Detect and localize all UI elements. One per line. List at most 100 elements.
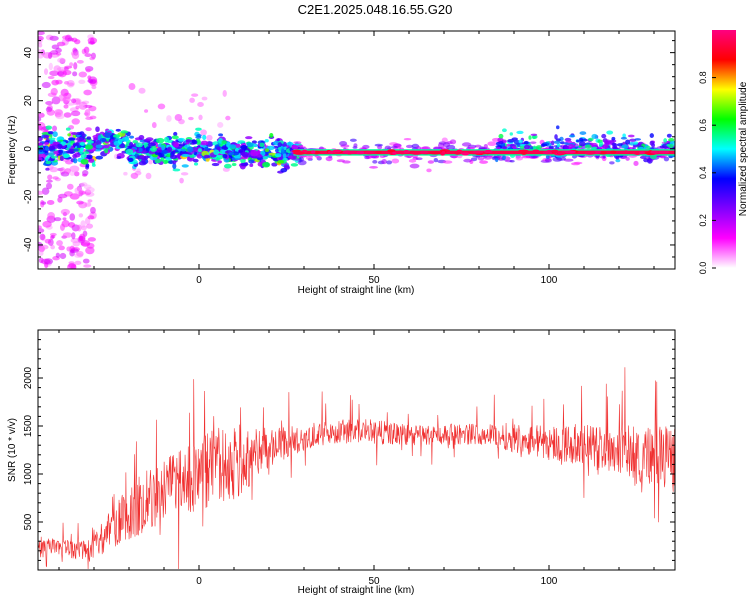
heatmap-noise-cell: [85, 246, 95, 255]
heatmap-noise-cell: [69, 172, 75, 176]
heatmap-noise-cell: [78, 71, 88, 78]
heatmap-cell: [233, 155, 242, 159]
heatmap-cell: [195, 127, 202, 131]
heatmap-ridge-spot: [328, 150, 334, 154]
heatmap-cell: [59, 155, 64, 162]
x-tick-label: 50: [368, 275, 380, 286]
heatmap-cell: [43, 134, 50, 139]
heatmap-ridge-spot: [441, 150, 446, 155]
y-tick-label: 500: [23, 513, 34, 530]
heatmap-cell: [269, 132, 274, 138]
heatmap-cell: [45, 160, 52, 165]
heatmap-cell: [150, 147, 157, 152]
heatmap-noise-cell: [38, 228, 45, 233]
heatmap-noise-cell: [225, 115, 231, 121]
heatmap-cell: [620, 136, 628, 140]
heatmap-cell: [611, 136, 616, 141]
heatmap-noise-cell: [46, 199, 55, 206]
heatmap-cell: [71, 132, 78, 135]
colorbar-tick-label: 0.2: [698, 214, 708, 227]
heatmap-halo-cell: [426, 168, 432, 173]
heatmap-ridge-spot: [355, 151, 365, 155]
heatmap-ridge-spot: [429, 151, 442, 155]
heatmap-cell: [173, 131, 178, 137]
heatmap-cell: [601, 133, 607, 139]
heatmap-cell: [649, 140, 655, 146]
heatmap-cell: [523, 140, 529, 145]
heatmap-halo-cell: [609, 161, 615, 165]
heatmap-ridge-spot: [600, 151, 607, 155]
heatmap-cell: [603, 139, 612, 145]
heatmap-cell: [555, 125, 560, 130]
heatmap-noise-cell: [134, 170, 142, 176]
snr-series-line: [38, 367, 675, 570]
heatmap-halo-cell: [663, 156, 670, 162]
y-tick-label: 1000: [23, 462, 34, 485]
heatmap-noise-cell: [206, 134, 213, 141]
heatmap-ridge-spot: [610, 150, 617, 154]
heatmap-cell: [86, 154, 93, 160]
heatmap-noise-cell: [85, 186, 95, 194]
heatmap-noise-cell: [83, 89, 92, 96]
heatmap-noise-cell: [82, 258, 90, 264]
heatmap-cell: [145, 137, 154, 142]
heatmap-halo-cell: [487, 141, 497, 147]
heatmap-cell: [58, 149, 63, 155]
heatmap-halo-cell: [427, 160, 435, 164]
heatmap-noise-cell: [76, 224, 82, 232]
heatmap-noise-cell: [145, 172, 152, 180]
heatmap-ridge-spot: [542, 151, 553, 155]
heatmap-ridge-spot: [293, 151, 306, 155]
heatmap-noise-cell: [78, 79, 86, 85]
heatmap-halo-cell: [449, 139, 457, 145]
heatmap-halo-cell: [390, 145, 398, 149]
heatmap-noise-cell: [49, 232, 57, 237]
heatmap-cell: [519, 145, 525, 149]
heatmap-halo-cell: [442, 160, 453, 164]
heatmap-halo-cell: [478, 157, 485, 161]
heatmap-cell: [80, 153, 87, 159]
heatmap-cell: [115, 128, 121, 132]
heatmap-cell: [262, 155, 269, 160]
heatmap-noise-cell: [87, 199, 93, 203]
heatmap-cell: [498, 133, 504, 139]
heatmap-cell: [511, 145, 517, 150]
heatmap-noise-cell: [91, 85, 97, 90]
heatmap-cell: [229, 144, 237, 149]
spectrogram-y-ticks: -40 -20 0 20 40: [23, 40, 675, 270]
heatmap-noise-cell: [84, 109, 91, 117]
heatmap-noise-cell: [63, 104, 69, 109]
heatmap-cell: [138, 161, 147, 166]
snr-axes-frame: [37, 329, 676, 571]
heatmap-ridge-spot: [392, 151, 397, 155]
heatmap-halo-cell: [479, 160, 489, 164]
spectrogram-y-axis-label: Frequency (Hz): [7, 116, 18, 185]
heatmap-cell: [564, 145, 569, 150]
spectrogram-x-axis-label: Height of straight line (km): [298, 285, 415, 296]
heatmap-noise-cell: [38, 122, 46, 130]
heatmap-cell: [237, 140, 246, 144]
y-tick-label: -20: [23, 189, 34, 204]
heatmap-cell: [518, 139, 523, 144]
heatmap-halo-cell: [364, 156, 370, 160]
spectrogram-x-ticks: 0 50 100: [58, 31, 655, 286]
heatmap-cell: [172, 163, 177, 170]
heatmap-noise-cell: [166, 115, 172, 123]
heatmap-noise-cell: [59, 252, 67, 260]
heatmap-noise-cell: [42, 220, 52, 228]
heatmap-cell: [579, 131, 587, 135]
heatmap-cell: [290, 163, 299, 167]
heatmap-ridge-spot: [332, 149, 342, 153]
heatmap-cell: [532, 145, 537, 151]
heatmap-cell: [634, 138, 641, 141]
heatmap-cell: [185, 139, 192, 143]
heatmap-cell: [103, 144, 110, 149]
heatmap-noise-cell: [40, 201, 47, 205]
heatmap-halo-cell: [349, 138, 357, 142]
heatmap-noise-cell: [71, 51, 80, 60]
heatmap-cell: [172, 168, 181, 172]
heatmap-ridge-spot: [419, 150, 428, 154]
heatmap-noise-cell: [86, 223, 94, 229]
heatmap-cell: [95, 155, 104, 160]
heatmap-halo-cell: [521, 155, 531, 159]
